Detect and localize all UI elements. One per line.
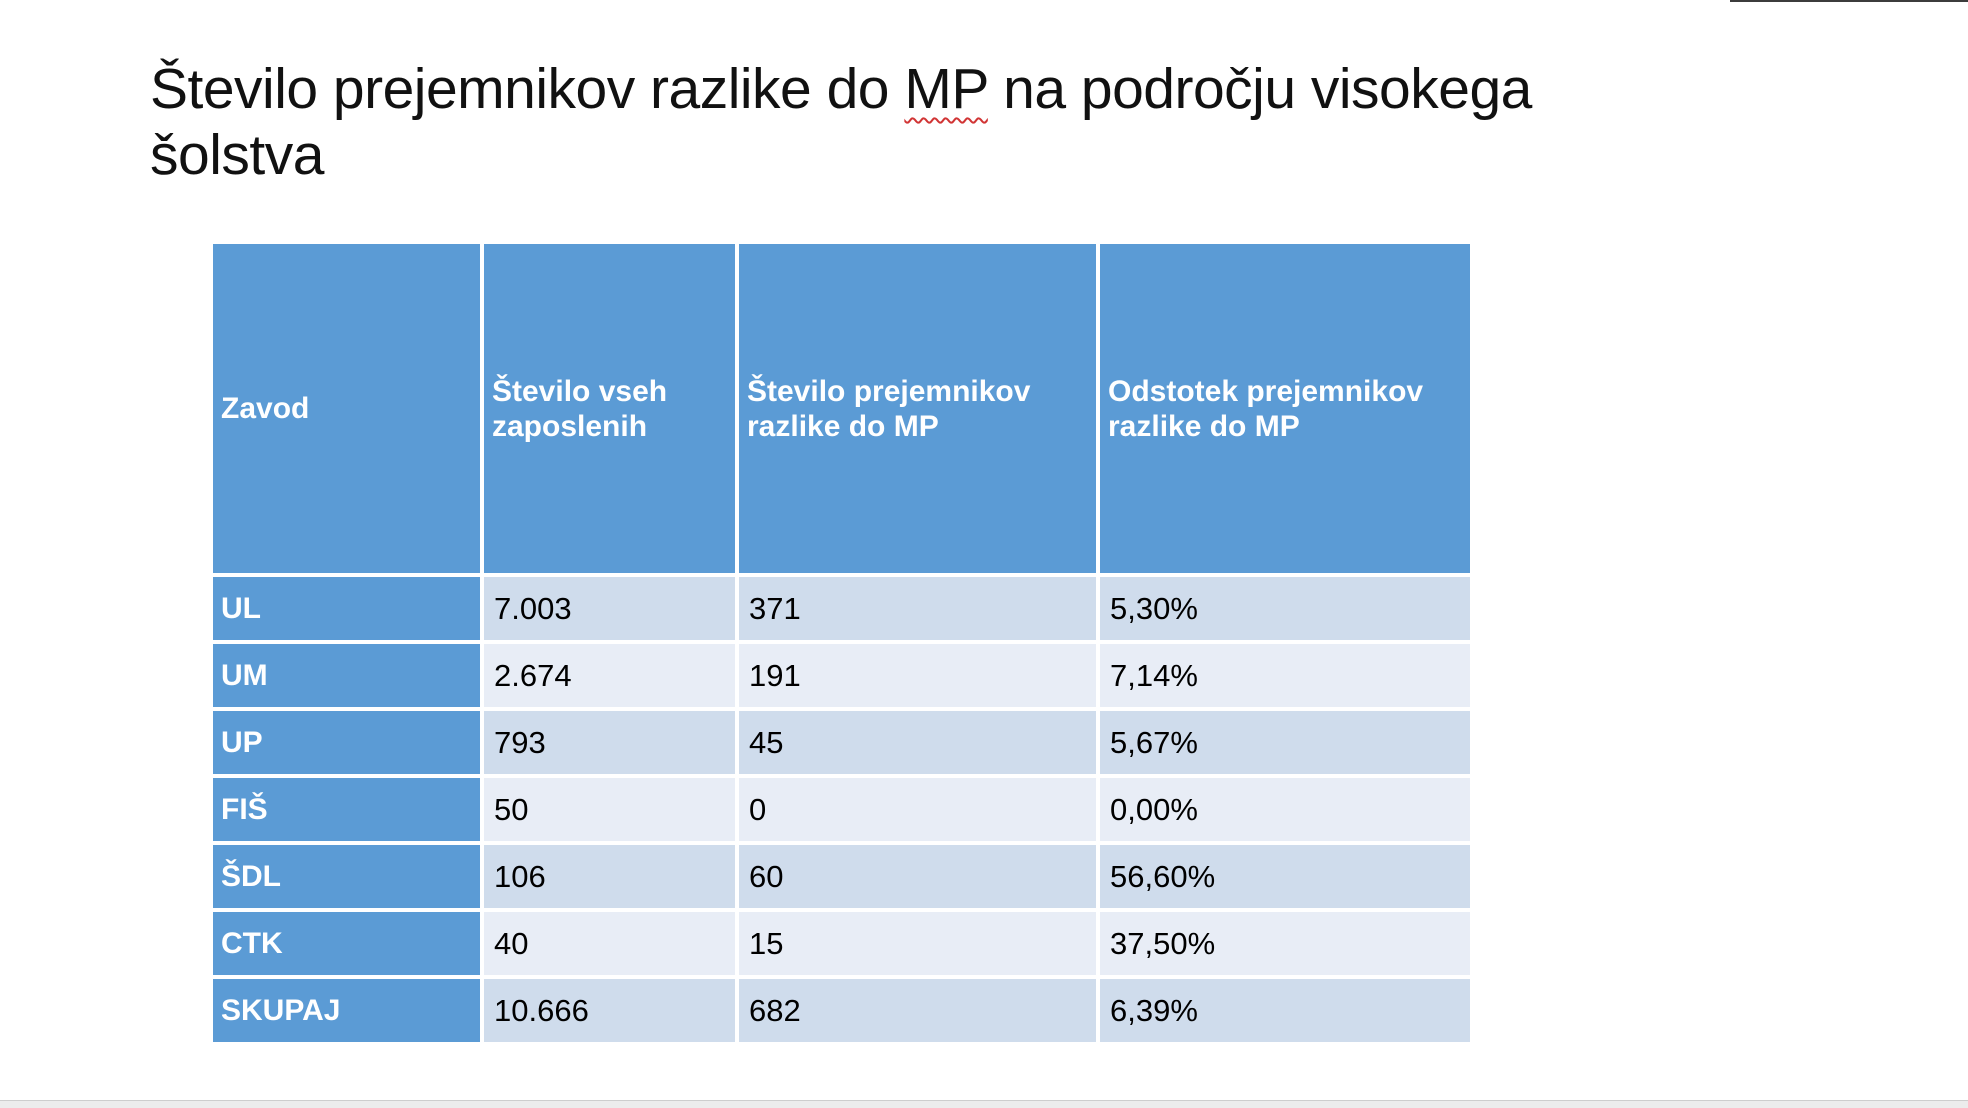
cell-zaposleni: 106	[484, 845, 735, 908]
cell-prejemniki: 371	[739, 577, 1096, 640]
row-label: FIŠ	[213, 778, 480, 841]
cell-odstotek-total: 6,39%	[1100, 979, 1470, 1042]
cell-zaposleni: 7.003	[484, 577, 735, 640]
header-cell-zaposleni: Število vseh zaposlenih	[484, 244, 735, 573]
row-label-total: SKUPAJ	[213, 979, 480, 1042]
cell-zaposleni: 793	[484, 711, 735, 774]
slide-title-line1: Število prejemnikov razlike do MP na pod…	[150, 56, 1850, 122]
cell-prejemniki: 15	[739, 912, 1096, 975]
cell-zaposleni-total: 10.666	[484, 979, 735, 1042]
header-cell-odstotek: Odstotek prejemnikov razlike do MP	[1100, 244, 1470, 573]
cell-odstotek: 56,60%	[1100, 845, 1470, 908]
row-label: UM	[213, 644, 480, 707]
cell-zaposleni: 50	[484, 778, 735, 841]
recipients-table: Zavod Število vseh zaposlenih Število pr…	[213, 244, 1470, 1042]
cell-zaposleni: 2.674	[484, 644, 735, 707]
title-text-after: na področju visokega	[987, 57, 1532, 121]
cell-prejemniki: 191	[739, 644, 1096, 707]
bottom-edge-strip	[0, 1100, 1968, 1108]
cell-odstotek: 5,67%	[1100, 711, 1470, 774]
cell-prejemniki: 0	[739, 778, 1096, 841]
cell-odstotek: 0,00%	[1100, 778, 1470, 841]
cell-odstotek: 37,50%	[1100, 912, 1470, 975]
cell-odstotek: 5,30%	[1100, 577, 1470, 640]
slide-title-line2: šolstva	[150, 123, 324, 187]
header-cell-zavod: Zavod	[213, 244, 480, 573]
row-label: ŠDL	[213, 845, 480, 908]
row-label: UP	[213, 711, 480, 774]
cell-prejemniki-total: 682	[739, 979, 1096, 1042]
slide-title: Število prejemnikov razlike do MP na pod…	[150, 56, 1850, 188]
cell-zaposleni: 40	[484, 912, 735, 975]
title-text-before: Število prejemnikov razlike do	[150, 57, 905, 121]
cell-prejemniki: 45	[739, 711, 1096, 774]
row-label: UL	[213, 577, 480, 640]
row-label: CTK	[213, 912, 480, 975]
cell-prejemniki: 60	[739, 845, 1096, 908]
window-edge-sliver	[1730, 0, 1968, 2]
cell-odstotek: 7,14%	[1100, 644, 1470, 707]
header-cell-prejemniki: Število prejemnikov razlike do MP	[739, 244, 1096, 573]
title-misspelled-word: MP	[904, 57, 988, 121]
